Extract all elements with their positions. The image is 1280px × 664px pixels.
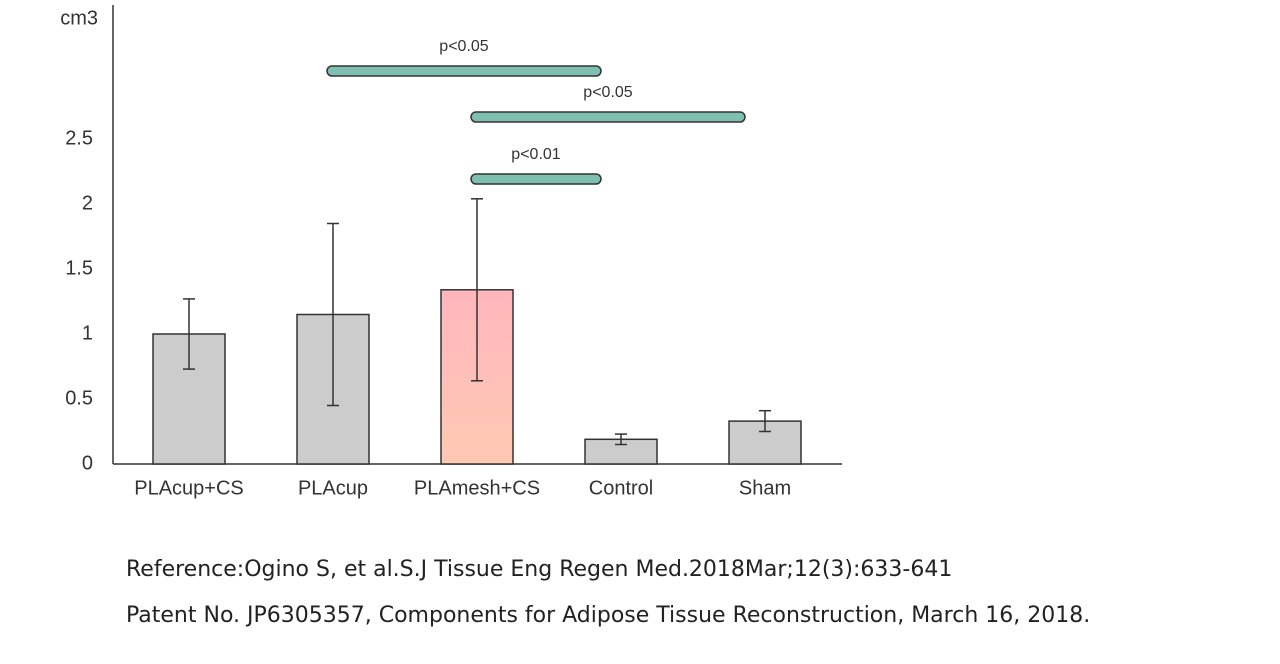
x-tick-label: Control — [589, 477, 653, 499]
y-tick-label: 2 — [82, 192, 93, 214]
reference: Reference:Ogino S, et al.S.J Tissue Eng … — [126, 557, 952, 582]
patent: Patent No. JP6305357, Components for Adi… — [126, 603, 1090, 628]
significance-bar — [470, 111, 746, 123]
x-tick-label: PLAcup+CS — [134, 477, 244, 499]
x-tick-label: PLAmesh+CS — [414, 477, 540, 499]
y-tick-label: 0.5 — [65, 387, 93, 409]
significance-bar — [326, 65, 602, 77]
significance-label: p<0.01 — [511, 146, 560, 163]
y-tick-label: 1.5 — [65, 257, 93, 279]
y-tick-label: 0 — [82, 452, 93, 474]
significance-bar — [470, 173, 602, 185]
significance-label: p<0.05 — [583, 84, 632, 101]
x-tick-label: PLAcup — [298, 477, 368, 499]
y-tick-label: 2.5 — [65, 127, 93, 149]
y-tick-label: 1 — [82, 322, 93, 344]
significance-label: p<0.05 — [439, 38, 488, 55]
x-tick-label: Sham — [739, 477, 791, 499]
y-unit: cm3 — [60, 7, 98, 29]
